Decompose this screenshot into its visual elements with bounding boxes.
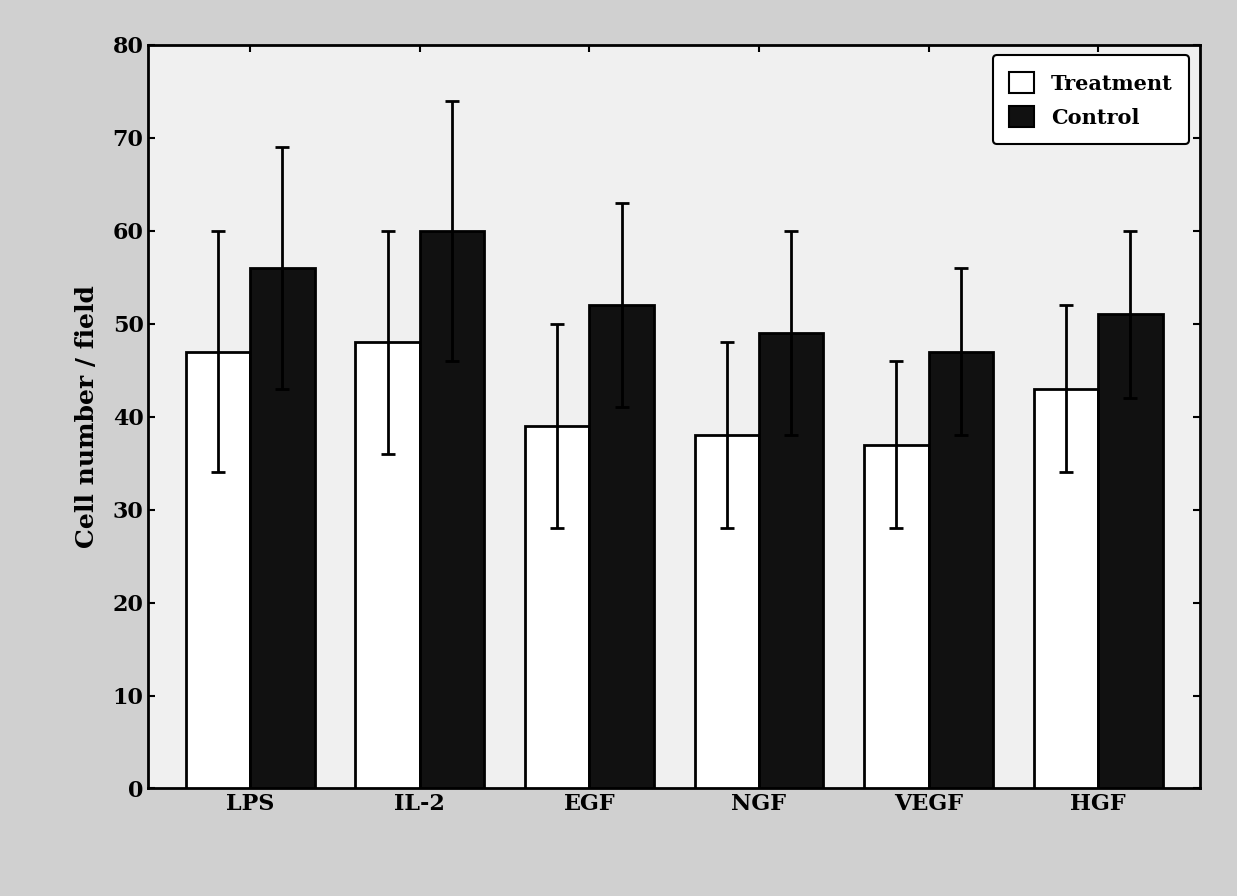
Bar bbox=[760, 333, 824, 788]
Bar bbox=[929, 351, 993, 788]
Y-axis label: Cell number / field: Cell number / field bbox=[74, 285, 99, 548]
Bar bbox=[589, 305, 654, 788]
Bar bbox=[186, 351, 250, 788]
Legend: Treatment, Control: Treatment, Control bbox=[993, 56, 1190, 144]
Bar bbox=[250, 268, 314, 788]
Bar bbox=[694, 435, 760, 788]
Bar bbox=[419, 230, 484, 788]
Bar bbox=[524, 426, 589, 788]
Bar bbox=[1034, 389, 1098, 788]
Bar bbox=[865, 444, 929, 788]
Bar bbox=[355, 342, 419, 788]
Bar bbox=[1098, 314, 1163, 788]
